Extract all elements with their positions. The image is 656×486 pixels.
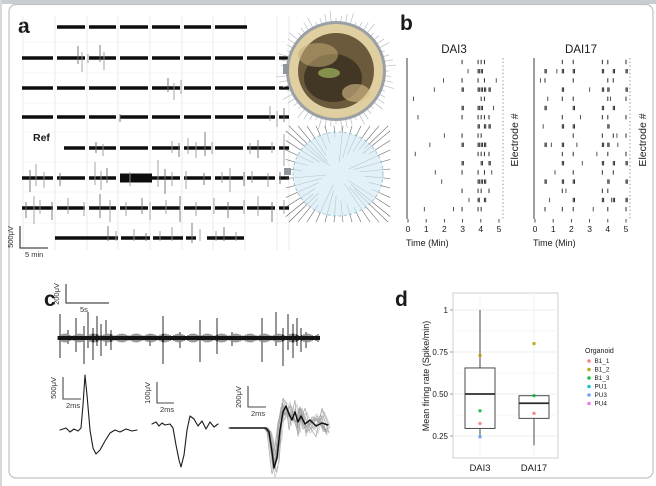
raster-dai3-title: DAI3 xyxy=(441,44,467,56)
svg-text:0: 0 xyxy=(406,224,411,234)
spike-waveforms xyxy=(59,374,331,479)
raster-dai17-ylabel: Electrode # xyxy=(637,113,649,166)
waveform-3-scalebar: 200μV 2ms xyxy=(234,386,266,418)
waveform-1-scalebar: 500μV 2ms xyxy=(49,377,81,410)
svg-text:5: 5 xyxy=(497,224,502,234)
window-top-edge xyxy=(0,0,656,4)
svg-text:0.25: 0.25 xyxy=(432,432,448,441)
svg-text:DAI17: DAI17 xyxy=(521,463,547,474)
svg-text:PU4: PU4 xyxy=(595,401,608,408)
svg-text:B1_1: B1_1 xyxy=(595,358,610,365)
svg-text:PU3: PU3 xyxy=(595,392,608,399)
panel-c-voltage-scale: 200μV xyxy=(52,283,61,305)
svg-text:0.50: 0.50 xyxy=(432,390,448,399)
boxplot-firing-rate: 1 0.75 0.50 0.25 DAI3 DAI17 xyxy=(432,292,559,474)
svg-text:0.75: 0.75 xyxy=(432,348,448,357)
svg-text:3: 3 xyxy=(587,224,592,234)
svg-text:3: 3 xyxy=(460,224,465,234)
svg-text:1: 1 xyxy=(551,224,556,234)
panel-a-scalebar: 500μV 5 min xyxy=(6,226,48,259)
raster-dai3-ylabel: Electrode # xyxy=(509,113,521,166)
svg-text:5: 5 xyxy=(624,224,629,234)
waveform-2-time-scale: 2ms xyxy=(160,405,174,414)
raster-dai3-xlabel: Time (Min) xyxy=(406,238,449,248)
svg-text:1: 1 xyxy=(444,306,449,315)
panel-a-voltage-traces xyxy=(22,25,289,243)
panel-c-time-scale: 5s xyxy=(80,305,88,314)
reference-electrode-label: Ref xyxy=(33,132,50,144)
svg-text:2: 2 xyxy=(442,224,447,234)
spike-train-trace xyxy=(57,312,320,366)
svg-text:0: 0 xyxy=(533,224,538,234)
photo-side-marker xyxy=(283,64,289,74)
panel-b-label: b xyxy=(400,12,413,35)
schematic-side-marker xyxy=(284,168,291,175)
panel-d-label: d xyxy=(395,288,408,311)
panel-a-time-scale: 5 min xyxy=(25,250,43,259)
panel-d: d 1 0.75 0.50 0.25 DAI3 DAI17 Mean firing rat… xyxy=(395,288,614,474)
panel-b: b DAI3 DAI17 0 1 2 3 4 5 0 1 2 3 4 5 Time (Min) Ti… xyxy=(400,12,649,248)
window-left-edge xyxy=(0,0,2,486)
svg-text:4: 4 xyxy=(478,224,483,234)
waveform-3-voltage-scale: 200μV xyxy=(234,386,243,408)
svg-text:PU1: PU1 xyxy=(595,384,608,391)
panel-a-gridlines xyxy=(22,16,290,250)
panel-a-label: a xyxy=(18,15,30,38)
organoid-photo xyxy=(275,10,397,132)
panel-a-voltage-scale: 500μV xyxy=(6,226,15,248)
electrode-array-schematic xyxy=(285,125,391,223)
waveform-2-scalebar: 100μV 2ms xyxy=(143,382,174,414)
panel-c: c 200μV 5s 500μV 2ms 100μV 2ms 200μV 2ms xyxy=(44,283,331,479)
raster-plot-dai17: 0 1 2 3 4 5 xyxy=(533,58,631,234)
waveform-3-time-scale: 2ms xyxy=(251,409,265,418)
raster-dai17-xlabel: Time (Min) xyxy=(533,238,576,248)
waveform-1-voltage-scale: 500μV xyxy=(49,377,58,399)
svg-text:Organoid: Organoid xyxy=(585,348,614,355)
svg-text:B1_3: B1_3 xyxy=(595,375,610,382)
svg-text:2: 2 xyxy=(569,224,574,234)
panel-c-label: c xyxy=(44,288,56,311)
waveform-2-voltage-scale: 100μV xyxy=(143,382,152,404)
svg-text:4: 4 xyxy=(605,224,610,234)
boxplot-ylabel: Mean firing rate (Spike/min) xyxy=(421,321,431,432)
panel-a: a Ref 500μV 5 min xyxy=(6,10,397,259)
panel-c-main-scalebar: 200μV 5s xyxy=(52,283,109,314)
waveform-1-time-scale: 2ms xyxy=(66,401,80,410)
svg-text:B1_2: B1_2 xyxy=(595,367,610,374)
svg-text:DAI3: DAI3 xyxy=(469,463,490,474)
svg-text:1: 1 xyxy=(424,224,429,234)
raster-plot-dai3: 0 1 2 3 4 5 xyxy=(406,58,504,234)
raster-dai17-title: DAI17 xyxy=(565,44,597,56)
